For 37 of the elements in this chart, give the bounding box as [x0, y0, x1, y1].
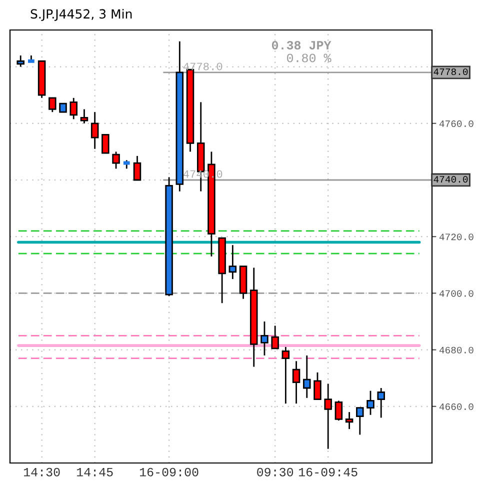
- candlestick: [228, 244, 237, 280]
- x-tick-label: 16-09:45: [298, 468, 358, 476]
- x-tick-label: 14:30: [24, 468, 60, 476]
- ref-line-label: 4778.0: [434, 68, 468, 76]
- x-tick-label: 09:30: [257, 468, 294, 476]
- candlestick: [314, 372, 322, 400]
- candlestick: [334, 400, 343, 422]
- candlestick: [90, 111, 99, 150]
- candlestick: [133, 155, 142, 181]
- y-tick-label: 4700.0: [439, 290, 474, 297]
- candlestick: [377, 387, 385, 418]
- candlestick: [16, 54, 24, 68]
- x-tick-label: 16-09:00: [140, 468, 198, 476]
- annotation: 0.80 %: [287, 54, 332, 62]
- candlestick: [282, 346, 290, 404]
- candlestick: [112, 151, 120, 170]
- candlestick: [324, 383, 332, 450]
- candlestick: [271, 325, 279, 350]
- candlestick: [356, 407, 364, 436]
- candlestick: [80, 108, 88, 124]
- candlestick: [102, 134, 110, 154]
- chart-title: S.JP.J4452, 3 Min: [30, 8, 132, 21]
- candlestick: [345, 411, 354, 430]
- candlestick: [260, 320, 268, 356]
- candlestick: [70, 97, 78, 120]
- candlestick: [48, 97, 56, 113]
- y-tick-label: 4760.0: [439, 120, 474, 128]
- y-tick-label: 4720.0: [439, 234, 474, 240]
- annotation: 4778.0: [183, 62, 222, 70]
- y-tick-label: 4680.0: [439, 346, 474, 354]
- candlestick: [303, 354, 311, 399]
- annotation: 0.38 JPY: [272, 41, 332, 50]
- y-tick-label: 4660.0: [439, 403, 474, 410]
- candlestick: [366, 390, 374, 416]
- x-tick-label: 14:45: [76, 468, 113, 476]
- ref-line-label: 4740.0: [434, 176, 468, 183]
- candlestick: [292, 360, 300, 404]
